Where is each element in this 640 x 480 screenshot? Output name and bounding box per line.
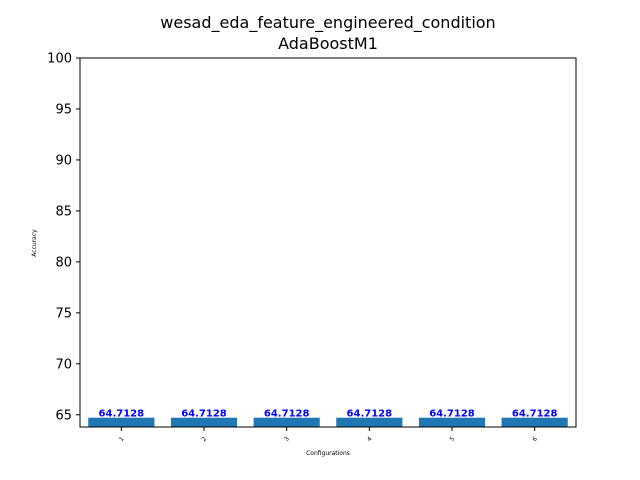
data-label: 64.7128 bbox=[99, 409, 145, 420]
y-tick-label: 95 bbox=[55, 102, 72, 117]
y-tick-label: 80 bbox=[55, 255, 72, 270]
bar bbox=[418, 417, 486, 427]
y-tick-label: 70 bbox=[55, 357, 72, 372]
data-label: 64.7128 bbox=[429, 409, 475, 420]
chart-subtitle: AdaBoostM1 bbox=[278, 34, 378, 53]
bar bbox=[253, 417, 320, 427]
bar bbox=[88, 417, 155, 427]
bar bbox=[336, 417, 403, 427]
y-axis-label: Accuracy bbox=[31, 229, 38, 257]
x-axis-label: Configurations bbox=[306, 450, 350, 457]
bar bbox=[501, 417, 568, 427]
data-label: 64.7128 bbox=[512, 409, 558, 420]
x-tick-label: 1 bbox=[118, 435, 126, 443]
plot-frame bbox=[79, 57, 577, 428]
x-tick-label: 3 bbox=[283, 435, 291, 443]
data-label: 64.7128 bbox=[181, 409, 227, 420]
y-tick-label: 100 bbox=[47, 52, 72, 67]
x-tick-label: 6 bbox=[531, 435, 539, 443]
data-label: 64.7128 bbox=[347, 409, 393, 420]
x-tick-label: 4 bbox=[366, 435, 374, 443]
y-tick-label: 75 bbox=[55, 306, 72, 321]
y-tick-label: 90 bbox=[55, 153, 72, 168]
x-tick-label: 5 bbox=[449, 435, 457, 443]
y-tick-label: 65 bbox=[55, 408, 72, 423]
x-tick-label: 2 bbox=[201, 435, 209, 443]
data-label: 64.7128 bbox=[264, 409, 310, 420]
bar bbox=[170, 417, 238, 427]
plot-area: 6570758085909510064.7128164.7128264.7128… bbox=[47, 52, 568, 443]
chart-title: wesad_eda_feature_engineered_condition bbox=[160, 13, 495, 33]
y-tick-label: 85 bbox=[55, 204, 72, 219]
